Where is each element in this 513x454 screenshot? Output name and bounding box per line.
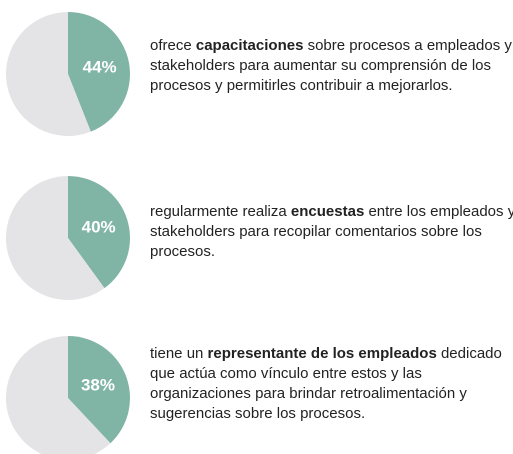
description-text: regularmente realiza: [150, 203, 291, 220]
pie-slice: [5, 176, 105, 300]
description-text: dedicado que actúa como vínculo entre es…: [150, 345, 502, 422]
description: regularmente realiza encuestas entre los…: [150, 202, 513, 262]
pie-slice: [68, 12, 130, 132]
pie-chart: 38%: [6, 336, 130, 454]
description: tiene un representante de los empleados …: [150, 344, 513, 424]
pie-slice: [5, 12, 91, 136]
pie-slice: [68, 176, 130, 289]
pie-value-label: 38%: [81, 376, 115, 395]
description-text: sobre procesos a empleados y stakeholder…: [150, 37, 512, 94]
description-bold: representante de los empleados: [207, 345, 437, 362]
description-bold: encuestas: [290, 203, 365, 220]
pie-slice: [68, 336, 130, 444]
description: ofrece capacitaciones sobre procesos a e…: [150, 36, 513, 96]
description-bold: capacitaciones: [195, 37, 304, 54]
pie-chart: 44%: [5, 12, 130, 136]
pie-slice: [6, 336, 111, 454]
description-text: entre los empleados y stakeholders para …: [150, 203, 513, 260]
pie-value-label: 44%: [83, 57, 117, 76]
description-text: tiene un: [150, 345, 208, 362]
pie-chart: 40%: [5, 176, 130, 300]
description-text: ofrece: [150, 37, 196, 54]
pie-value-label: 40%: [82, 218, 116, 237]
